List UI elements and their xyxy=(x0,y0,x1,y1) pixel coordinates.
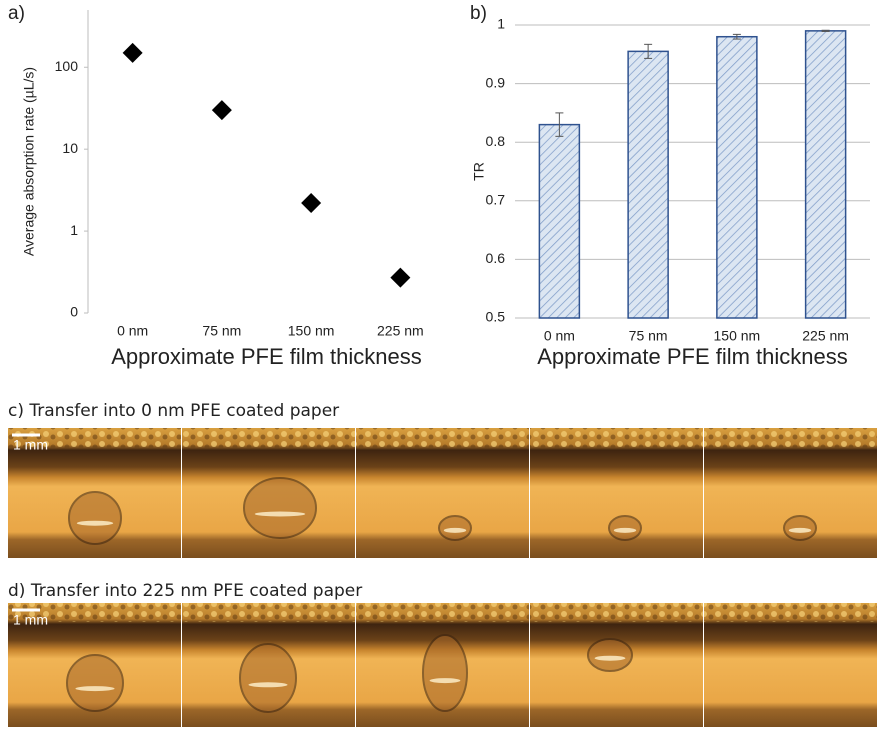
x-tick-label: 150 nm xyxy=(288,323,335,339)
scale-label: 1 mm xyxy=(13,612,48,628)
y-tick-label: 0.5 xyxy=(486,309,506,325)
y-tick-label: 1 xyxy=(70,222,78,238)
droplet-highlight xyxy=(77,521,113,526)
droplet xyxy=(67,655,123,711)
x-axis-title: Approximate PFE film thickness xyxy=(537,344,848,369)
photo-texture xyxy=(704,428,877,448)
droplet-highlight xyxy=(789,528,811,533)
y-tick-label: 0.9 xyxy=(486,74,506,90)
droplet-highlight xyxy=(255,512,305,517)
droplet xyxy=(244,478,316,538)
marker xyxy=(212,100,232,120)
droplet-highlight xyxy=(248,682,287,687)
droplet-highlight xyxy=(595,656,626,661)
x-tick-label: 75 nm xyxy=(629,328,668,344)
photo-texture xyxy=(530,603,703,622)
marker xyxy=(123,43,143,63)
marker xyxy=(301,193,321,213)
droplet xyxy=(588,639,632,671)
photo-texture xyxy=(356,603,529,622)
y-tick-label: 0 xyxy=(70,304,78,320)
x-tick-label: 0 nm xyxy=(117,323,148,339)
scale-label: 1 mm xyxy=(13,437,48,453)
droplet-highlight xyxy=(430,678,461,683)
x-tick-label: 0 nm xyxy=(544,328,575,344)
figure: a) b) c) Transfer into 0 nm PFE coated p… xyxy=(0,0,877,729)
bar xyxy=(539,125,579,318)
panel-caption: d) Transfer into 225 nm PFE coated paper xyxy=(8,581,362,601)
y-tick-label: 10 xyxy=(62,140,78,156)
y-tick-label: 0.6 xyxy=(486,250,506,266)
photo-texture xyxy=(356,428,529,448)
y-tick-label: 1 xyxy=(497,16,505,32)
x-tick-label: 75 nm xyxy=(202,323,241,339)
x-tick-label: 150 nm xyxy=(714,328,761,344)
photo-texture xyxy=(182,428,355,448)
x-tick-label: 225 nm xyxy=(802,328,849,344)
marker xyxy=(390,268,410,288)
droplet-highlight xyxy=(75,686,114,691)
photo-texture xyxy=(182,603,355,622)
droplet xyxy=(69,492,121,544)
bar xyxy=(717,37,757,318)
y-axis-title: Average absorption rate (µL/s) xyxy=(21,67,37,256)
droplet-highlight xyxy=(444,528,466,533)
x-axis-title: Approximate PFE film thickness xyxy=(111,344,422,369)
droplet xyxy=(240,644,296,712)
droplet xyxy=(423,635,467,711)
droplet-highlight xyxy=(614,528,636,533)
y-tick-label: 0.8 xyxy=(486,133,506,149)
bar xyxy=(806,31,846,318)
panel-label: b) xyxy=(470,3,487,24)
photo-texture xyxy=(530,428,703,448)
y-tick-label: 0.7 xyxy=(486,192,506,208)
x-tick-label: 225 nm xyxy=(377,323,424,339)
photo-texture xyxy=(704,603,877,622)
panel-caption: c) Transfer into 0 nm PFE coated paper xyxy=(8,401,339,421)
panel-label: a) xyxy=(8,3,25,24)
y-tick-label: 100 xyxy=(55,58,79,74)
bar xyxy=(628,51,668,318)
y-axis-title: TR xyxy=(471,162,487,181)
